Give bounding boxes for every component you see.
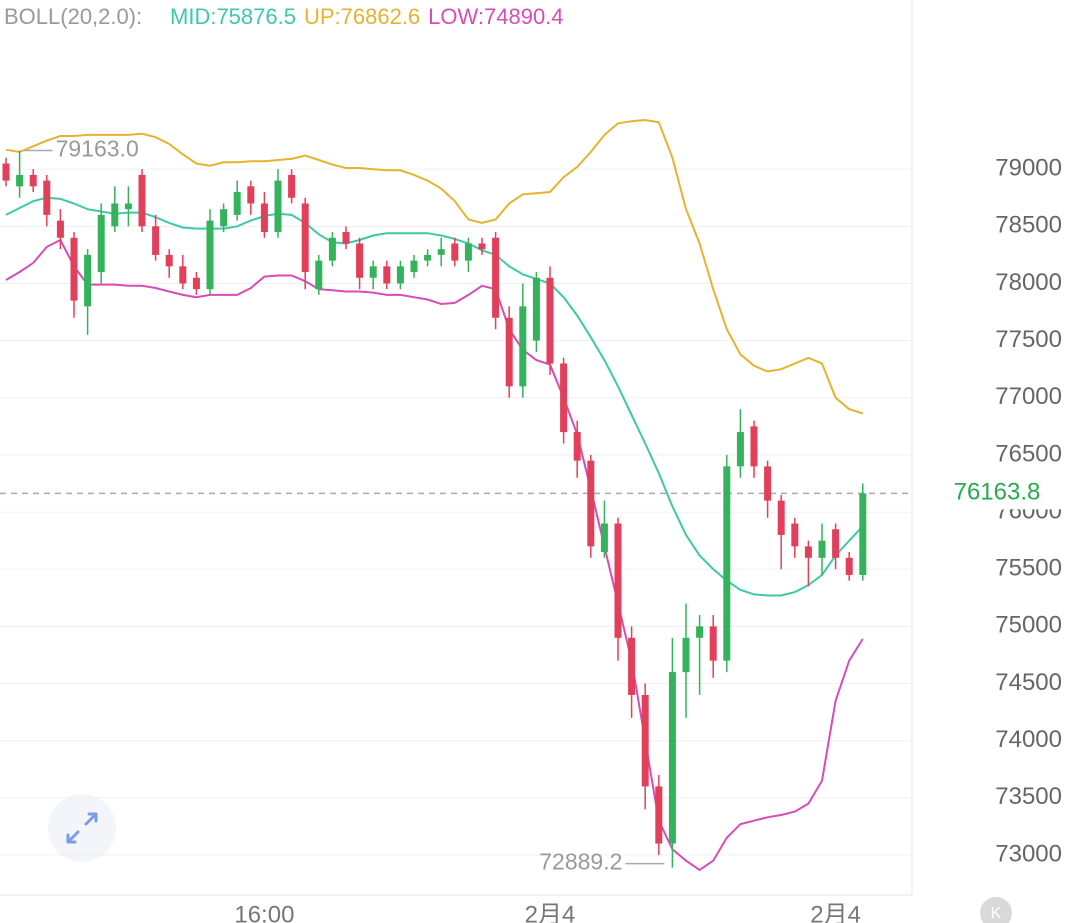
x-tick-label: 2月4 (525, 901, 576, 923)
candle-body (111, 203, 119, 227)
candle-body (736, 432, 744, 467)
expand-button-bg[interactable] (48, 794, 116, 862)
candle-body (424, 254, 432, 261)
candle-body (179, 266, 187, 284)
candle-body (29, 174, 37, 187)
legend-entry: MID:75876.5 (170, 4, 296, 29)
corner-button[interactable]: K (980, 897, 1012, 923)
candle-body (791, 523, 799, 547)
candle-body (560, 363, 568, 433)
candle-body (165, 254, 173, 267)
candle-body (206, 220, 214, 290)
candle-body (43, 180, 51, 215)
y-tick-label: 78000 (995, 269, 1062, 296)
candle-body (464, 243, 472, 261)
candle-body (709, 626, 717, 661)
candle-body (342, 232, 350, 244)
candle-body (859, 493, 867, 575)
candle-body (124, 203, 132, 210)
candle-body (723, 466, 731, 661)
candle-body (750, 426, 758, 467)
candle-body (832, 529, 840, 558)
y-tick-label: 74500 (995, 669, 1062, 696)
grid (0, 168, 912, 856)
candle-body (56, 220, 64, 238)
candle-body (641, 694, 649, 787)
y-tick-label: 75500 (995, 555, 1062, 582)
candle-body (587, 460, 595, 547)
y-tick-label: 77000 (995, 383, 1062, 410)
candle-body (682, 637, 690, 673)
candle-body (97, 214, 105, 273)
high-marker-label: 79163.0 (56, 136, 139, 162)
expand-button[interactable] (48, 794, 116, 862)
candle-body (220, 209, 228, 227)
candle-body (369, 266, 377, 278)
candle-body (84, 254, 92, 307)
corner-button-bg[interactable] (980, 897, 1012, 923)
candle-body (152, 226, 160, 255)
candle-body (492, 237, 500, 318)
boll-line (5, 238, 864, 872)
legend-entry: LOW:74890.4 (428, 4, 563, 29)
candle-body (696, 626, 704, 638)
candle-body (274, 180, 282, 233)
candle-body (315, 260, 323, 290)
y-tick-label: 77500 (995, 326, 1062, 353)
candle-body (192, 277, 200, 290)
y-tick-label: 75000 (995, 612, 1062, 639)
candle-body (614, 523, 622, 638)
candle-body (70, 237, 78, 301)
candle-body (777, 500, 785, 535)
candle-body (16, 174, 24, 187)
candle-body (356, 243, 364, 278)
candle-body (628, 637, 636, 695)
candle-body (519, 306, 527, 387)
y-tick-label: 76500 (995, 440, 1062, 467)
candle-body (478, 243, 486, 250)
candle-body (247, 186, 255, 204)
boll-line (5, 118, 864, 415)
last-price-label: 76163.8 (954, 479, 1041, 506)
candle-body (818, 540, 826, 558)
candle-body (260, 203, 268, 233)
y-tick-label: 79000 (995, 155, 1062, 182)
candle-body (845, 557, 853, 575)
low-marker-label: 72889.2 (539, 849, 622, 875)
candle-body (2, 163, 10, 181)
candle-body (532, 277, 540, 341)
expand-icon[interactable] (66, 812, 98, 844)
candle-body (600, 523, 608, 553)
y-tick-label: 73000 (995, 840, 1062, 867)
candle-body (288, 174, 296, 198)
candle-body (383, 266, 391, 284)
candle-body (396, 266, 404, 284)
candle-body (301, 203, 309, 273)
candle-body (655, 786, 663, 844)
candle-body (138, 174, 146, 227)
y-tick-label: 78500 (995, 212, 1062, 239)
candle-body (451, 243, 459, 261)
candle-body (410, 260, 418, 273)
candle-body (505, 317, 513, 387)
candle-body (764, 466, 772, 501)
indicator-label: BOLL(20,2.0): (4, 4, 142, 29)
candle-body (437, 249, 445, 255)
boll-line (5, 196, 864, 597)
last-price-bg (918, 477, 1068, 510)
candle-body (573, 432, 581, 461)
y-tick-label: 74000 (995, 726, 1062, 753)
candle-body (546, 277, 554, 364)
candle-body (804, 546, 812, 558)
candle-body (328, 237, 336, 261)
x-tick-label: 16:00 (234, 901, 294, 923)
candle-body (233, 192, 241, 215)
x-tick-label: 2月4 (810, 901, 861, 923)
candle-body (668, 672, 676, 844)
y-tick-label: 73500 (995, 783, 1062, 810)
corner-button-label[interactable]: K (991, 905, 1002, 922)
legend-entry: UP:76862.6 (304, 4, 420, 29)
